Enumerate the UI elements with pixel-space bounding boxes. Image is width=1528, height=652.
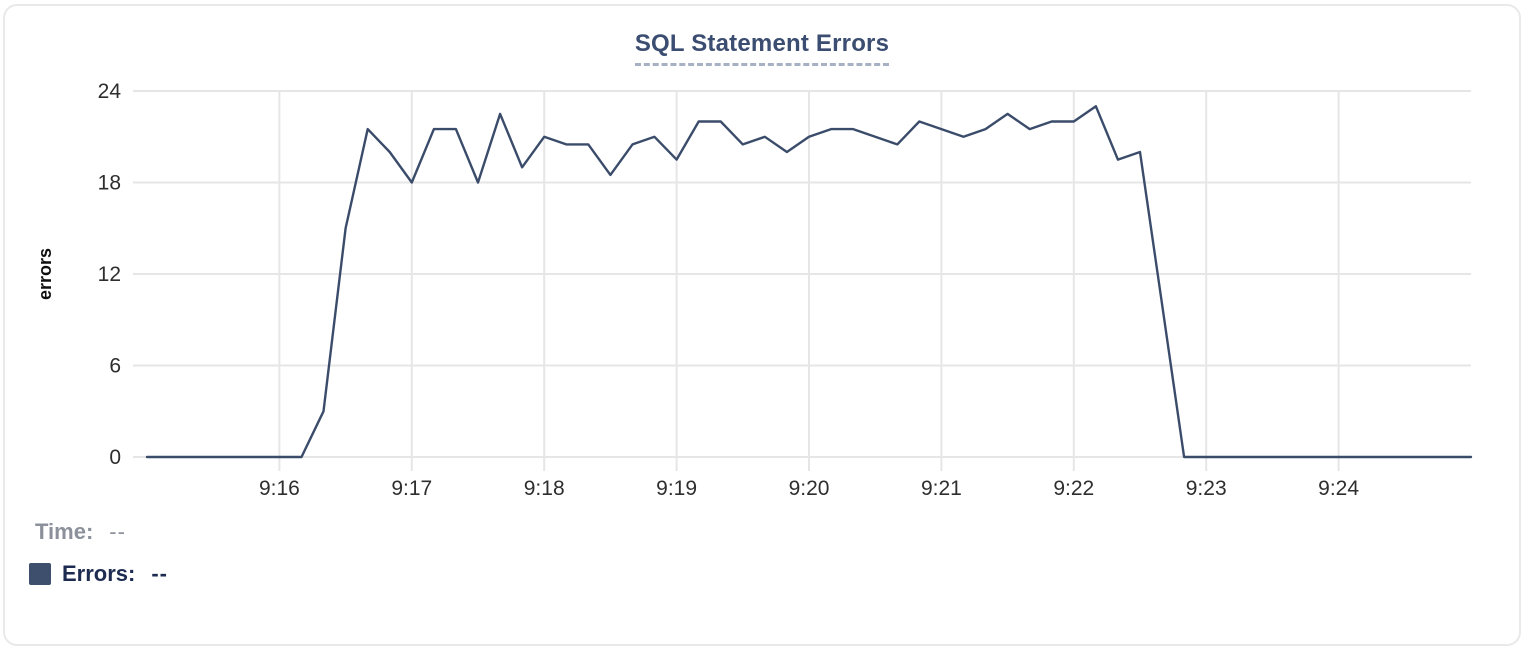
time-value: -- xyxy=(109,519,126,544)
svg-text:18: 18 xyxy=(98,172,121,195)
svg-text:9:24: 9:24 xyxy=(1318,477,1359,500)
svg-text:6: 6 xyxy=(109,355,121,378)
svg-text:9:23: 9:23 xyxy=(1186,477,1227,500)
chart-header: SQL Statement Errors xyxy=(5,30,1519,66)
svg-text:9:16: 9:16 xyxy=(259,477,300,500)
svg-text:9:22: 9:22 xyxy=(1053,477,1094,500)
line-chart-canvas[interactable]: 0 6 12 18 24 9:16 9:17 9:18 9:19 9:20 9:21 9:22 9:23… xyxy=(5,66,1521,511)
svg-text:errors: errors xyxy=(35,248,55,300)
svg-text:9:18: 9:18 xyxy=(524,477,565,500)
hover-time-row: Time: -- xyxy=(29,519,1519,545)
svg-text:12: 12 xyxy=(98,263,121,286)
chart-hover-legend: Time: -- Errors: -- xyxy=(5,519,1519,587)
svg-text:9:17: 9:17 xyxy=(391,477,432,500)
errors-value: -- xyxy=(151,561,169,586)
svg-text:9:21: 9:21 xyxy=(921,477,962,500)
svg-text:9:20: 9:20 xyxy=(789,477,830,500)
svg-text:24: 24 xyxy=(98,80,122,103)
svg-text:0: 0 xyxy=(109,446,121,469)
errors-label: Errors: xyxy=(62,561,136,586)
chart-card: SQL Statement Errors 0 6 12 18 24 9:16 9:17 9:1… xyxy=(3,4,1521,646)
svg-text:9:19: 9:19 xyxy=(656,477,697,500)
time-label: Time: xyxy=(35,519,94,544)
errors-legend-swatch-icon xyxy=(29,563,51,585)
chart-title[interactable]: SQL Statement Errors xyxy=(634,30,890,66)
hover-errors-row: Errors: -- xyxy=(29,561,1519,587)
